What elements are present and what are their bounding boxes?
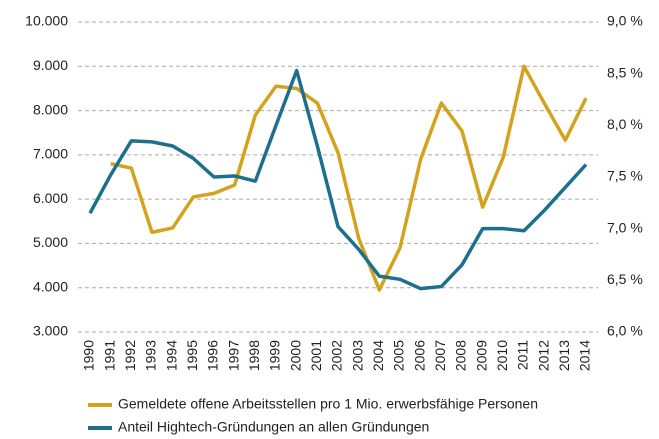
legend-label: Gemeldete offene Arbeitsstellen pro 1 Mi… [118, 396, 538, 412]
x-tick-label: 2011 [515, 340, 531, 370]
x-tick-label: 1997 [225, 340, 241, 371]
x-tick-label: 1998 [246, 340, 262, 371]
y-tick-label: 6.000 [33, 190, 68, 206]
y-tick-label: 9.000 [33, 57, 68, 73]
y-tick-label: 8.000 [33, 101, 68, 117]
y2-tick-label: 7,5 % [607, 168, 643, 184]
x-tick-label: 1995 [184, 340, 200, 371]
x-tick-label: 1993 [143, 340, 159, 371]
x-tick-label: 2009 [473, 340, 489, 371]
x-tick-label: 1994 [163, 340, 179, 371]
series-line [88, 68, 588, 291]
y2-tick-label: 7,0 % [607, 219, 643, 235]
y-tick-label: 7.000 [33, 146, 68, 162]
y-tick-label: 4.000 [33, 278, 68, 294]
x-tick-label: 2004 [370, 340, 386, 371]
y-tick-label: 10.000 [25, 13, 68, 29]
legend-label: Anteil Hightech-Gründungen an allen Grün… [118, 419, 429, 435]
x-tick-label: 1991 [101, 340, 117, 371]
x-tick-label: 2013 [556, 340, 572, 371]
x-tick-label: 1992 [122, 340, 138, 371]
y2-tick-label: 8,0 % [607, 116, 643, 132]
y2-tick-label: 9,0 % [607, 13, 643, 29]
y2-tick-label: 8,5 % [607, 64, 643, 80]
x-tick-label: 2002 [329, 340, 345, 371]
y2-tick-label: 6,0 % [607, 323, 643, 339]
x-tick-label: 1996 [205, 340, 221, 371]
x-tick-label: 2001 [308, 340, 324, 371]
x-tick-label: 2000 [287, 340, 303, 371]
series-line [110, 64, 588, 292]
x-tick-label: 2010 [494, 340, 510, 371]
x-tick-label: 1990 [81, 340, 97, 371]
x-tick-label: 2012 [535, 340, 551, 371]
x-tick-label: 2014 [577, 340, 593, 371]
x-tick-label: 1999 [267, 340, 283, 371]
x-tick-label: 2006 [411, 340, 427, 371]
x-tick-label: 2003 [349, 340, 365, 371]
x-tick-label: 2005 [391, 340, 407, 371]
x-tick-label: 2008 [453, 340, 469, 371]
y-tick-label: 5.000 [33, 234, 68, 250]
y-tick-label: 3.000 [33, 323, 68, 339]
y2-tick-label: 6,5 % [607, 271, 643, 287]
x-tick-label: 2007 [432, 340, 448, 371]
